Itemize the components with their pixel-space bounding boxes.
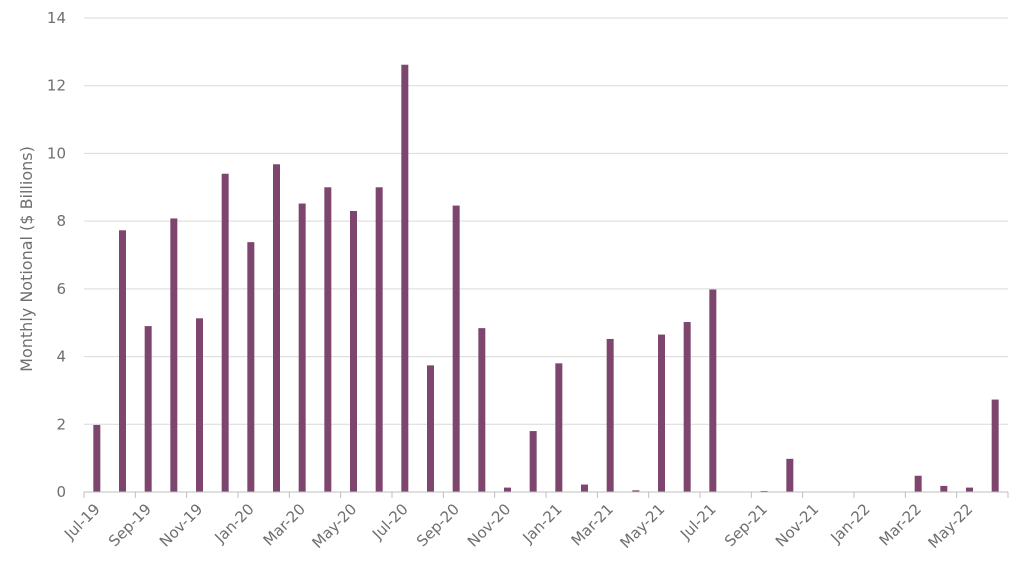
y-tick-label: 10 xyxy=(47,144,66,162)
x-tick-label: Jan-21 xyxy=(519,500,566,547)
axes xyxy=(83,491,1009,498)
bar-jun-21 xyxy=(683,322,691,492)
bar-oct-19 xyxy=(170,218,178,492)
x-tick-label: Jul-19 xyxy=(60,500,104,544)
bar-mar-21 xyxy=(606,338,614,492)
x-tick-label: Nov-19 xyxy=(156,500,206,550)
bar-dec-20 xyxy=(529,431,537,492)
bar-feb-20 xyxy=(273,164,280,492)
bar-jul-19 xyxy=(93,424,101,492)
x-tick-label: Sep-20 xyxy=(413,500,463,550)
bar-may-21 xyxy=(658,334,665,492)
x-tick-label: Mar-20 xyxy=(260,500,309,549)
bar-mar-20 xyxy=(298,203,306,493)
x-tick-label: Mar-21 xyxy=(568,500,617,549)
x-tick-label: Jan-20 xyxy=(211,500,258,547)
bar-nov-19 xyxy=(196,318,203,492)
bar-oct-21 xyxy=(786,458,794,492)
x-tick-label: Mar-22 xyxy=(876,500,925,549)
x-tick-label: May-22 xyxy=(925,500,977,552)
y-tick-label: 6 xyxy=(56,280,66,298)
bar-aug-20 xyxy=(427,365,434,492)
bar-mar-22 xyxy=(914,475,922,492)
x-tick-label: Sep-19 xyxy=(105,500,155,550)
bar-jul-20 xyxy=(401,64,409,492)
x-tick-label: Jul-20 xyxy=(368,500,412,544)
bar-jan-20 xyxy=(247,242,255,492)
bar-apr-22 xyxy=(940,485,948,492)
x-tick-label: May-21 xyxy=(617,500,669,552)
gridlines xyxy=(84,17,1008,425)
x-tick-label: Nov-20 xyxy=(464,500,514,550)
x-tick-label: Sep-21 xyxy=(721,500,771,550)
bar-jul-21 xyxy=(709,289,717,492)
x-tick-label: Nov-21 xyxy=(772,500,822,550)
bar-apr-21 xyxy=(632,490,640,492)
bar-may-20 xyxy=(350,210,357,493)
y-tick-label: 0 xyxy=(56,483,66,501)
bar-jun-20 xyxy=(375,187,383,493)
bar-apr-20 xyxy=(324,187,332,493)
y-tick-label: 12 xyxy=(47,77,66,95)
bars xyxy=(93,64,999,493)
y-tick-label: 8 xyxy=(56,212,66,230)
y-tick-label: 4 xyxy=(56,348,66,366)
x-tick-label: Jan-22 xyxy=(827,500,874,547)
bar-sep-21 xyxy=(760,490,768,492)
x-tick-label: Jul-21 xyxy=(676,500,720,544)
bar-sep-20 xyxy=(452,205,460,492)
bar-jan-21 xyxy=(555,363,563,492)
bar-may-22 xyxy=(966,487,973,492)
y-axis-title: Monthly Notional ($ Billions) xyxy=(17,146,36,372)
y-tick-label: 2 xyxy=(56,415,66,433)
bar-dec-19 xyxy=(221,173,229,493)
y-tick-label: 14 xyxy=(47,9,66,27)
bar-feb-21 xyxy=(581,484,588,492)
bar-oct-20 xyxy=(478,328,486,492)
bar-nov-20 xyxy=(504,487,511,492)
bar-aug-19 xyxy=(119,230,126,492)
bar-sep-19 xyxy=(144,326,152,492)
bar-jun-22 xyxy=(991,399,999,492)
x-tick-label: May-20 xyxy=(309,500,361,552)
